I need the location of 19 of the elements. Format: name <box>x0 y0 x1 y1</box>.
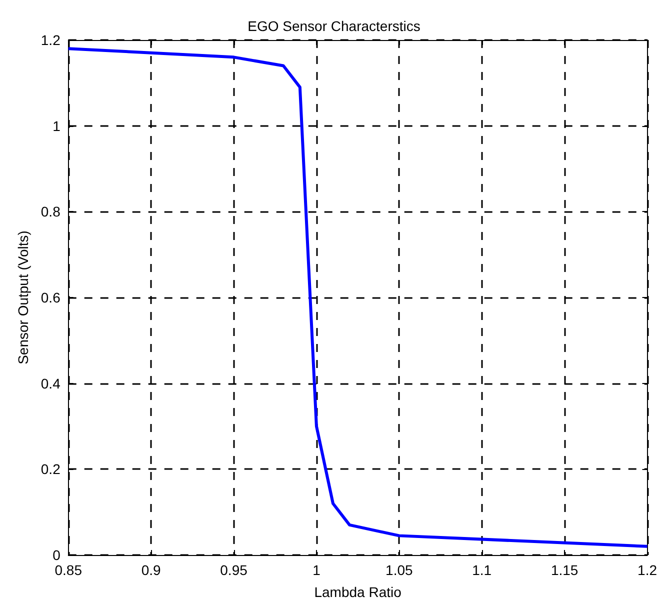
y-axis-title: Sensor Output (Volts) <box>15 230 31 364</box>
x-tick-label: 0.95 <box>220 562 248 578</box>
x-tick-label: 1.2 <box>638 562 658 578</box>
y-tick-label: 0.8 <box>40 204 61 220</box>
y-tick-label: 1 <box>52 118 61 134</box>
y-tick-label: 0.4 <box>40 375 61 392</box>
line-series <box>66 47 649 548</box>
x-tick-label: 0.9 <box>141 562 162 578</box>
x-axis-title: Lambda Ratio <box>314 584 402 600</box>
x-tick-label: 1 <box>312 562 321 578</box>
chart-title: EGO Sensor Characterstics <box>248 18 420 34</box>
x-tick-label: 0.85 <box>54 562 82 578</box>
x-tick-label: 1.05 <box>386 562 414 578</box>
y-tick-label: 0 <box>52 547 61 563</box>
y-tick-label: 0.6 <box>40 290 61 306</box>
y-tick-label: 0.2 <box>40 461 61 478</box>
y-tick-label: 1.2 <box>40 32 61 48</box>
x-tick-label: 1.15 <box>550 562 578 578</box>
x-tick-label: 1.1 <box>472 562 492 578</box>
